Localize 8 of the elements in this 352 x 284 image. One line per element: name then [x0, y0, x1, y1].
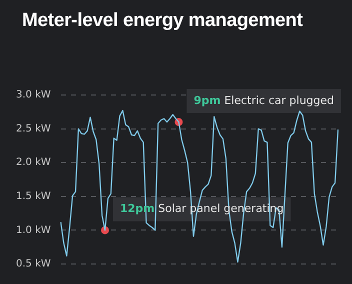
- y-tick-label: 1.0 kW: [16, 224, 51, 236]
- y-tick-label: 3.0 kW: [16, 90, 51, 101]
- chart-title: Meter-level energy management: [22, 10, 303, 32]
- y-tick-label: 1.5 kW: [16, 190, 51, 202]
- y-tick-label: 2.0 kW: [16, 157, 51, 168]
- y-tick-label: 2.5 kW: [16, 123, 51, 134]
- y-tick-label: 0.5 kW: [16, 258, 51, 270]
- annotation: 9pm Electric car plugged: [194, 94, 334, 107]
